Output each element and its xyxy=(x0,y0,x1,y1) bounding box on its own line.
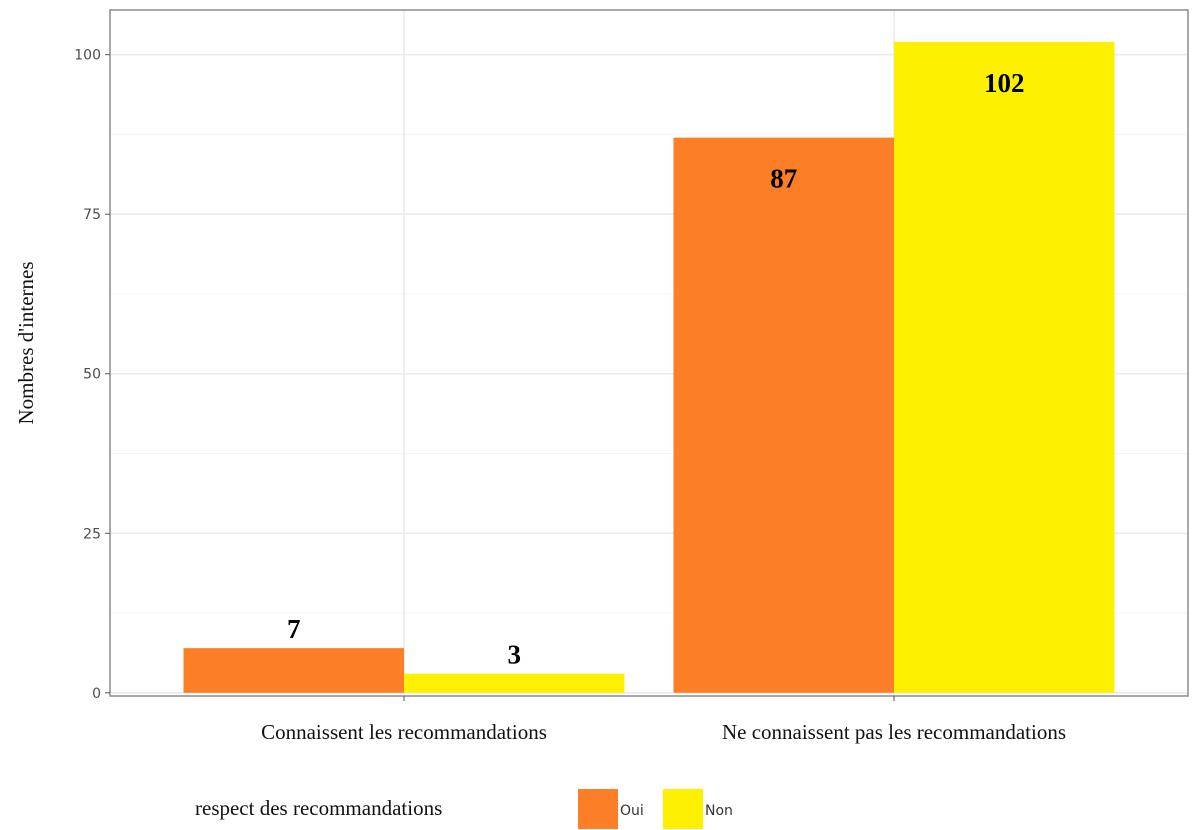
legend: respect des recommandations Oui Non xyxy=(195,789,733,829)
data-label: 87 xyxy=(770,164,797,194)
x-tick-label: Ne connaissent pas les recommandations xyxy=(722,720,1066,744)
legend-title: respect des recommandations xyxy=(195,796,442,820)
legend-key-oui xyxy=(578,789,618,829)
y-tick-label: 75 xyxy=(83,207,101,223)
data-label: 102 xyxy=(984,68,1025,98)
plot-frame xyxy=(109,9,1189,697)
data-label: 7 xyxy=(287,614,301,644)
y-tick-label: 50 xyxy=(83,367,101,383)
bar-non xyxy=(404,673,625,693)
data-labels: 7 87 3 102 xyxy=(287,68,1025,670)
y-tick-label: 100 xyxy=(74,48,101,64)
bar-oui xyxy=(183,648,404,693)
legend-key-non xyxy=(663,789,703,829)
legend-label-non: Non xyxy=(705,803,733,819)
x-axis: Connaissent les recommandations Ne connai… xyxy=(261,696,1066,744)
legend-label-oui: Oui xyxy=(620,803,644,819)
x-tick-label: Connaissent les recommandations xyxy=(261,720,547,744)
data-label: 3 xyxy=(508,640,522,670)
bar-oui xyxy=(673,137,894,693)
y-tick-label: 0 xyxy=(92,686,101,702)
y-axis-label: Nombres d'internes xyxy=(14,262,38,425)
y-axis: 0 25 50 75 100 xyxy=(74,48,110,702)
bars xyxy=(183,41,1115,693)
bar-non xyxy=(894,41,1115,693)
y-tick-label: 25 xyxy=(83,526,101,542)
